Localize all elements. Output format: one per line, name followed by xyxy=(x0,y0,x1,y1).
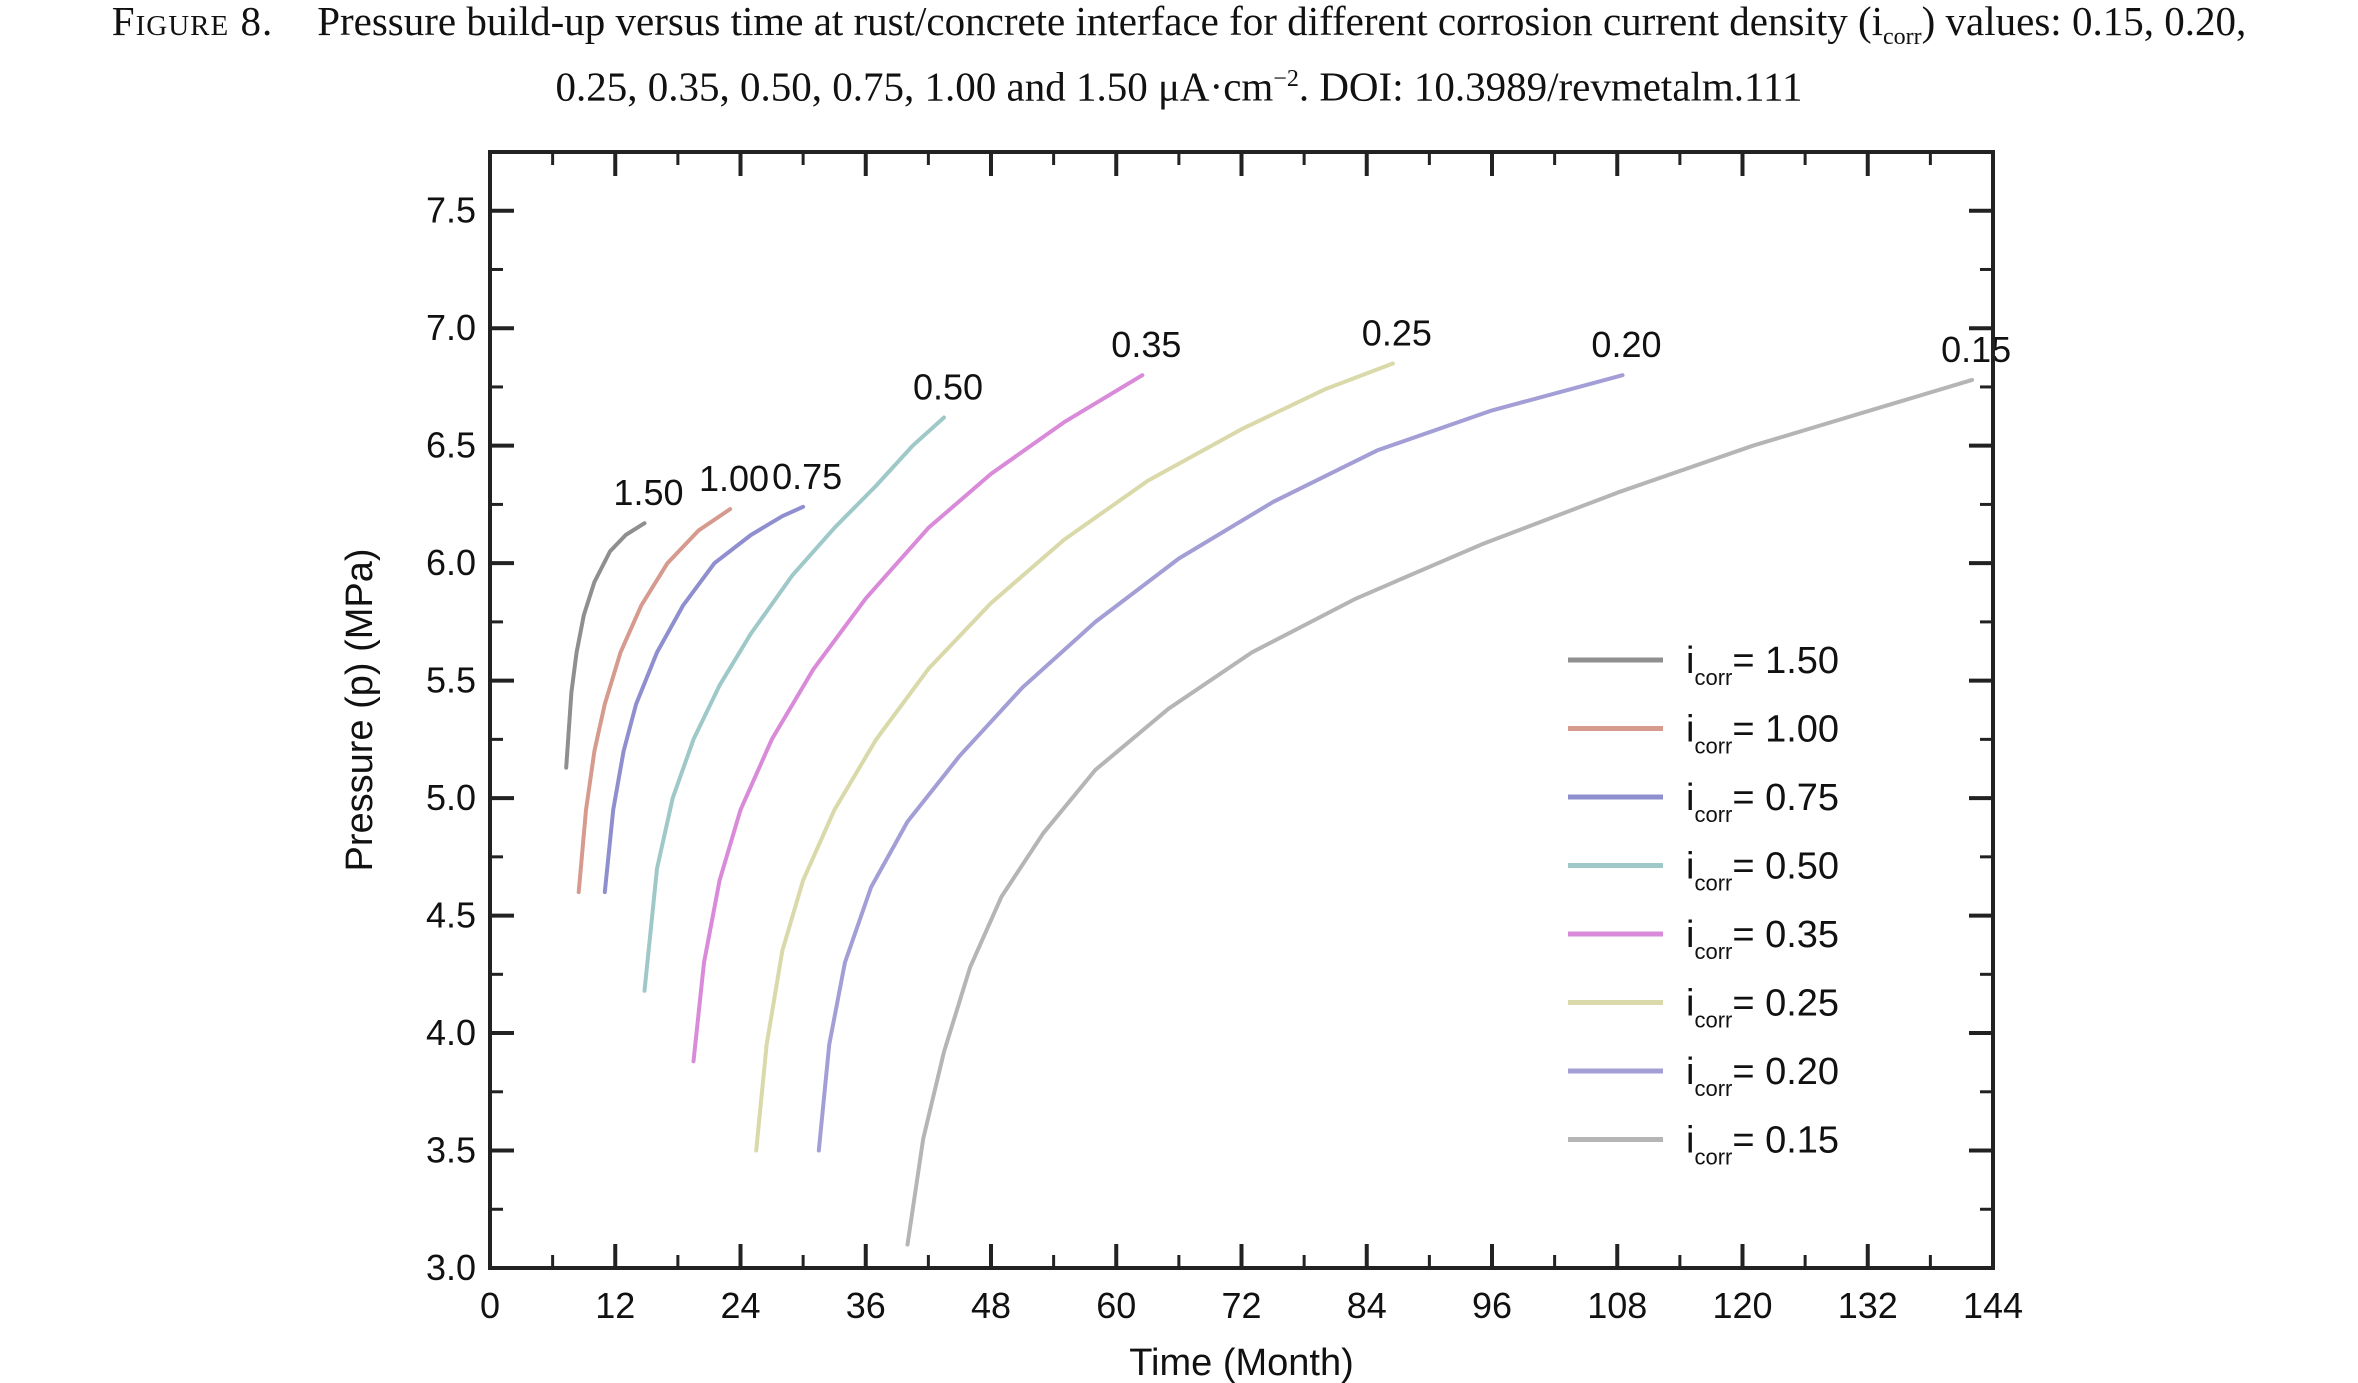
caption-text-2-end: . DOI: 10.3989/revmetalm.111 xyxy=(1298,63,1803,110)
caption-sub: corr xyxy=(1883,24,1922,51)
figure-caption: Figure 8. Pressure build-up versus time a… xyxy=(0,0,2358,108)
y-tick-label: 5.0 xyxy=(426,777,476,818)
x-tick-label: 132 xyxy=(1838,1285,1898,1326)
x-tick-label: 60 xyxy=(1096,1285,1136,1326)
caption-sup: −2 xyxy=(1273,66,1299,93)
y-tick-label: 6.0 xyxy=(426,542,476,583)
series-line-0-50 xyxy=(642,415,946,993)
series-end-label: 0.50 xyxy=(913,366,983,407)
legend-entry: icorr= 0.75 xyxy=(1686,777,1839,827)
caption-text-2: 0.25, 0.35, 0.50, 0.75, 1.00 and 1.50 μA… xyxy=(555,63,1274,110)
y-tick-label: 5.5 xyxy=(426,660,476,701)
caption-line-1: Figure 8. Pressure build-up versus time a… xyxy=(0,0,2358,58)
legend-entry: icorr= 0.35 xyxy=(1686,914,1839,964)
y-axis-title: Pressure (p) (MPa) xyxy=(339,548,381,871)
legend: icorr= 1.50 icorr= 1.00 icorr= 0.75 icorr= … xyxy=(1568,640,1839,1170)
series-end-label: 0.25 xyxy=(1362,312,1432,353)
x-tick-label: 108 xyxy=(1587,1285,1647,1326)
x-axis-title: Time (Month) xyxy=(1129,1342,1354,1383)
x-tick-label: 144 xyxy=(1963,1285,2023,1326)
x-tick-label: 96 xyxy=(1472,1285,1512,1326)
legend-entry: icorr= 0.50 xyxy=(1686,846,1839,896)
y-tick-label: 4.0 xyxy=(426,1012,476,1053)
y-tick-label: 3.5 xyxy=(426,1130,476,1171)
caption-line-2: 0.25, 0.35, 0.50, 0.75, 1.00 and 1.50 μA… xyxy=(0,58,2358,108)
series-line-0-15 xyxy=(905,377,1975,1247)
figure-label: Figure 8. xyxy=(111,0,274,44)
x-tick-label: 0 xyxy=(480,1285,500,1326)
x-tick-label: 120 xyxy=(1712,1285,1772,1326)
series-line-1-50 xyxy=(564,521,647,770)
y-tick-label: 4.5 xyxy=(426,895,476,936)
series-end-label: 0.35 xyxy=(1111,324,1181,365)
x-tick-label: 12 xyxy=(595,1285,635,1326)
legend-entry: icorr= 0.15 xyxy=(1686,1120,1839,1170)
series-lines xyxy=(564,361,1975,1247)
series-line-0-20 xyxy=(816,373,1625,1153)
x-tick-label: 72 xyxy=(1221,1285,1261,1326)
caption-text-1: Pressure build-up versus time at rust/co… xyxy=(317,0,1884,44)
series-line-0-25 xyxy=(754,361,1395,1153)
x-tick-label: 84 xyxy=(1347,1285,1387,1326)
series-end-labels: 1.50 1.00 0.75 0.50 0.35 0.25 0.20 0.15 xyxy=(613,312,2011,513)
y-tick-label: 3.0 xyxy=(426,1247,476,1288)
series-end-label: 1.50 xyxy=(613,472,683,513)
x-tick-label: 36 xyxy=(846,1285,886,1326)
series-end-label: 1.00 xyxy=(699,458,769,499)
plot-frame xyxy=(488,150,1995,1270)
series-line-1-00 xyxy=(576,507,733,895)
series-end-label: 0.20 xyxy=(1591,324,1661,365)
legend-entry: icorr= 1.50 xyxy=(1686,640,1839,690)
caption-text-1-end: ) values: 0.15, 0.20, xyxy=(1921,0,2247,44)
legend-entry: icorr= 0.25 xyxy=(1686,983,1839,1033)
y-tick-label: 7.5 xyxy=(426,190,476,231)
x-tick-label: 24 xyxy=(720,1285,760,1326)
series-end-label: 0.75 xyxy=(772,456,842,497)
series-line-0-75 xyxy=(602,504,806,895)
x-tick-label: 48 xyxy=(971,1285,1011,1326)
series-line-0-35 xyxy=(691,373,1145,1064)
legend-entry: icorr= 1.00 xyxy=(1686,709,1839,759)
y-tick-label: 7.0 xyxy=(426,307,476,348)
series-end-label: 0.15 xyxy=(1941,329,2011,370)
legend-entry: icorr= 0.20 xyxy=(1686,1051,1839,1101)
y-tick-label: 6.5 xyxy=(426,425,476,466)
